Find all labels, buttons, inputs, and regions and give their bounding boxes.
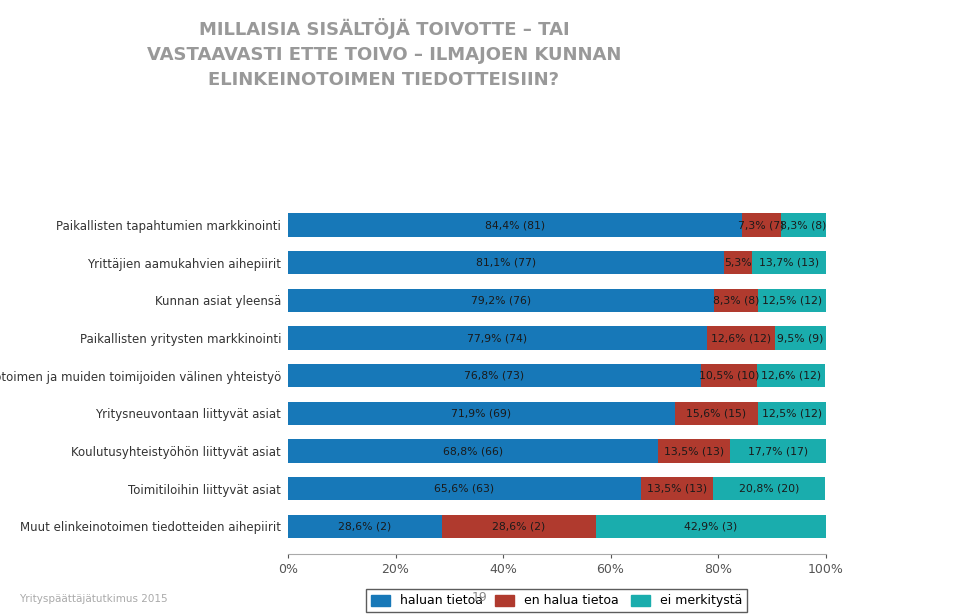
Bar [753, 251, 827, 274]
Bar [724, 251, 753, 274]
Text: 68,8% (66): 68,8% (66) [443, 446, 503, 456]
Bar [288, 213, 742, 237]
Bar [701, 364, 757, 387]
Text: 28,6% (2): 28,6% (2) [338, 522, 392, 532]
Text: 5,3%: 5,3% [725, 257, 752, 268]
Bar [288, 364, 701, 387]
Bar [713, 477, 825, 500]
Text: 17,7% (17): 17,7% (17) [748, 446, 808, 456]
Text: 76,8% (73): 76,8% (73) [465, 371, 524, 381]
Bar [442, 515, 595, 538]
Bar [288, 251, 724, 274]
Text: 12,6% (12): 12,6% (12) [710, 333, 771, 343]
Bar [658, 439, 731, 463]
Text: 42,9% (3): 42,9% (3) [684, 522, 737, 532]
Text: 12,6% (12): 12,6% (12) [761, 371, 821, 381]
Bar [640, 477, 713, 500]
Bar [288, 439, 658, 463]
Bar [758, 289, 826, 312]
Text: 65,6% (63): 65,6% (63) [434, 484, 494, 494]
Bar [288, 402, 675, 425]
Text: 12,5% (12): 12,5% (12) [762, 408, 822, 418]
Bar [288, 477, 640, 500]
Bar [714, 289, 758, 312]
Text: 77,9% (74): 77,9% (74) [468, 333, 527, 343]
Text: 79,2% (76): 79,2% (76) [470, 296, 531, 306]
Text: 13,5% (13): 13,5% (13) [664, 446, 724, 456]
Text: 81,1% (77): 81,1% (77) [476, 257, 536, 268]
Text: 9,5% (9): 9,5% (9) [777, 333, 824, 343]
Bar [742, 213, 781, 237]
Bar [288, 515, 442, 538]
Text: MILLAISIA SISÄLTÖJÄ TOIVOTTE – TAI
VASTAAVASTI ETTE TOIVO – ILMAJOEN KUNNAN
ELIN: MILLAISIA SISÄLTÖJÄ TOIVOTTE – TAI VASTA… [147, 18, 621, 89]
Text: 12,5% (12): 12,5% (12) [762, 296, 822, 306]
Text: 13,5% (13): 13,5% (13) [647, 484, 707, 494]
Text: 28,6% (2): 28,6% (2) [492, 522, 545, 532]
Text: 15,6% (15): 15,6% (15) [686, 408, 747, 418]
Bar [288, 326, 707, 350]
Bar [675, 402, 758, 425]
Text: 8,3% (8): 8,3% (8) [780, 220, 827, 230]
Text: Yrityspäättäjätutkimus 2015: Yrityspäättäjätutkimus 2015 [19, 594, 168, 604]
Bar [775, 326, 826, 350]
Text: 13,7% (13): 13,7% (13) [759, 257, 820, 268]
Text: 20,8% (20): 20,8% (20) [739, 484, 800, 494]
Text: 8,3% (8): 8,3% (8) [713, 296, 759, 306]
Text: 71,9% (69): 71,9% (69) [451, 408, 512, 418]
Bar [757, 364, 825, 387]
Text: 7,3% (7): 7,3% (7) [738, 220, 784, 230]
Bar [707, 326, 775, 350]
Bar [731, 439, 826, 463]
Bar [288, 289, 714, 312]
Text: 84,4% (81): 84,4% (81) [485, 220, 545, 230]
Legend: haluan tietoa, en halua tietoa, ei merkitystä: haluan tietoa, en halua tietoa, ei merki… [366, 590, 748, 612]
Text: 10,5% (10): 10,5% (10) [699, 371, 759, 381]
Bar [758, 402, 826, 425]
Bar [781, 213, 826, 237]
Bar [595, 515, 827, 538]
Text: 19: 19 [472, 591, 488, 604]
